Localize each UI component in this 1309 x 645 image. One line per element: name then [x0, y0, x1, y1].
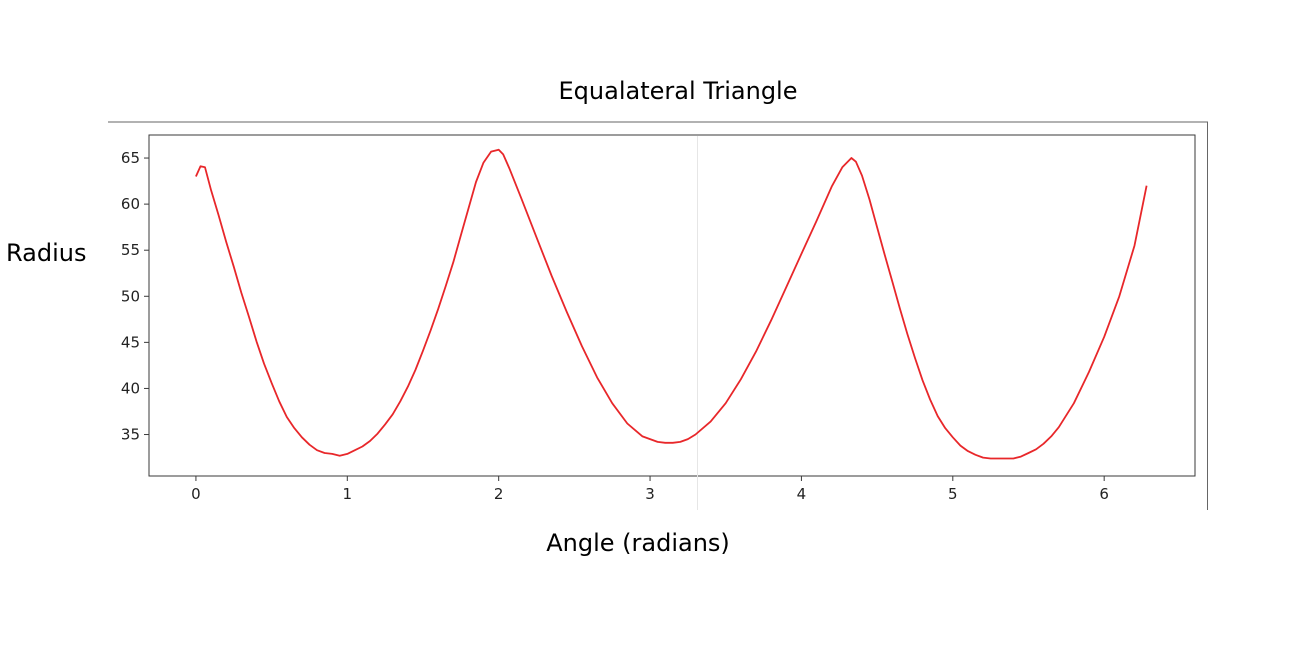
y-tick-label: 45	[121, 333, 140, 351]
y-tick-label: 55	[121, 241, 140, 259]
series-line	[195, 148, 1148, 460]
y-tick-label: 65	[121, 149, 140, 167]
x-tick-label: 3	[645, 485, 655, 503]
y-tick-label: 50	[121, 287, 140, 305]
y-axis-ticks: 35 40 45 50 55 60 65	[121, 149, 149, 444]
y-axis-label: Radius	[6, 239, 86, 267]
x-tick-label: 1	[343, 485, 353, 503]
x-tick-label: 0	[191, 485, 201, 503]
x-tick-label: 6	[1099, 485, 1109, 503]
x-tick-label: 2	[494, 485, 504, 503]
x-axis-label: Angle (radians)	[546, 529, 730, 557]
y-tick-label: 35	[121, 426, 140, 444]
chart-title: Equalateral Triangle	[559, 77, 798, 105]
y-tick-label: 40	[121, 379, 140, 397]
y-tick-label: 60	[121, 195, 140, 213]
plot-area	[148, 134, 1196, 477]
x-tick-label: 5	[948, 485, 958, 503]
x-axis-ticks: 0 1 2 3 4 5 6	[191, 476, 1109, 503]
x-tick-label: 4	[797, 485, 807, 503]
